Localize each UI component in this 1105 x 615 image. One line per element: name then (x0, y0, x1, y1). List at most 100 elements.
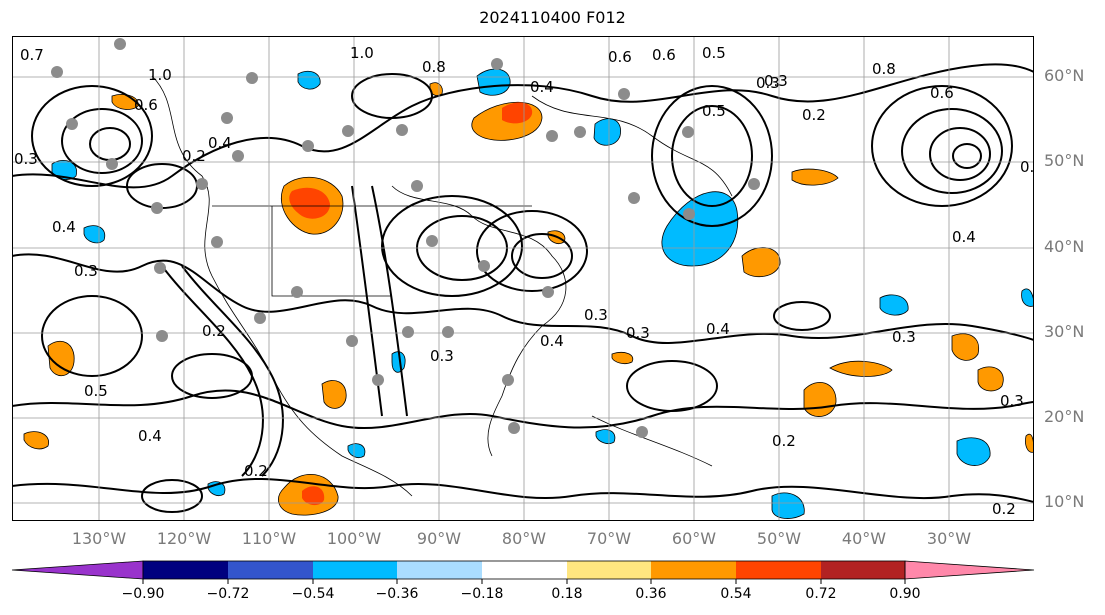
lat-label: 60°N (1044, 66, 1085, 85)
colorbar-segment (313, 561, 397, 579)
orange-patch (829, 360, 893, 377)
blue-patch (83, 225, 106, 244)
orange-patch (741, 247, 781, 278)
station-dot (491, 58, 503, 70)
lon-label: 70°W (586, 529, 632, 548)
contour-ring (651, 85, 773, 227)
station-dot (636, 426, 648, 438)
station-dot (402, 326, 414, 338)
contour-label: 0.2 (182, 147, 206, 165)
coastlines (151, 75, 733, 497)
lon-label: 90°W (416, 529, 462, 548)
lon-label: 30°W (926, 529, 972, 548)
station-dot (683, 208, 695, 220)
border-line (271, 206, 392, 297)
colorbar-segment (821, 561, 905, 579)
lon-label: 100°W (326, 529, 382, 548)
orange-patch (951, 333, 980, 361)
station-dot (302, 140, 314, 152)
station-dot (211, 236, 223, 248)
colorbar-segment (904, 560, 1035, 580)
contour-line (12, 63, 1034, 189)
orange-patch (47, 340, 75, 376)
lat-label: 20°N (1044, 407, 1085, 426)
station-dot (66, 118, 78, 130)
lat-label: 50°N (1044, 151, 1085, 170)
station-dot (502, 374, 514, 386)
map-title: 2024110400 F012 (479, 8, 626, 27)
colorbar-label: −0.54 (291, 586, 335, 602)
station-dot (546, 130, 558, 142)
station-dot (618, 88, 630, 100)
colorbar-label: 0.54 (720, 586, 752, 602)
station-dot (748, 178, 760, 190)
colorbar-label: 0.36 (635, 586, 667, 602)
colorbar-segment (736, 561, 821, 579)
contour-labels: 0.7 1.0 0.6 0.4 0.3 0.4 0.3 0.5 0.4 0.2 … (14, 44, 1034, 518)
station-dot (114, 38, 126, 50)
blue-patch (879, 294, 909, 316)
contour-label: 0.3 (756, 74, 780, 92)
contour-label: 0.3 (14, 150, 38, 168)
station-dot (254, 312, 266, 324)
lon-label: 40°W (841, 529, 887, 548)
map-panel: 0.7 1.0 0.6 0.4 0.3 0.4 0.3 0.5 0.4 0.2 … (12, 36, 1034, 521)
contour-ring (511, 233, 573, 279)
colorbar (11, 560, 1035, 584)
red-patch (302, 486, 325, 506)
contour-ring (671, 105, 753, 207)
colorbar-segment (651, 561, 736, 579)
station-dot (628, 192, 640, 204)
orange-patch (1025, 433, 1034, 453)
colorbar-segment (11, 560, 144, 580)
contour-ring (41, 295, 143, 377)
colorbar-segment (228, 561, 313, 579)
observation-dots (51, 38, 760, 438)
coast-line (531, 95, 733, 197)
station-dot (574, 126, 586, 138)
contour-label: 1.0 (148, 66, 172, 84)
shaded-patches (23, 68, 1034, 519)
contour-line (161, 265, 264, 477)
orange-patch (803, 381, 837, 417)
station-dot (196, 178, 208, 190)
contour-label: 0.7 (20, 46, 44, 64)
blue-patch (956, 437, 991, 466)
orange-patch (977, 366, 1004, 392)
contour-label: 0.3 (626, 324, 650, 342)
contour-label: 0.3 (892, 328, 916, 346)
contour-ring (351, 73, 433, 119)
contour-ring (381, 195, 523, 297)
colorbar-segment (482, 561, 567, 579)
colorbar-label: −0.90 (121, 586, 165, 602)
contour-label: 0.4 (530, 78, 554, 96)
station-dot (411, 180, 423, 192)
station-dot (426, 235, 438, 247)
station-dot (346, 335, 358, 347)
blue-patch (595, 429, 616, 444)
contour-label: 0.3 (1020, 158, 1034, 176)
station-dot (106, 158, 118, 170)
station-dot (156, 330, 168, 342)
contour-label: 1.0 (350, 44, 374, 62)
lon-label: 50°W (756, 529, 802, 548)
station-dot (508, 422, 520, 434)
colorbar-label: −0.36 (375, 586, 419, 602)
contour-label: 0.6 (652, 46, 676, 64)
contour-ring (31, 85, 153, 187)
contour-label: 0.3 (1000, 392, 1024, 410)
station-dot (221, 112, 233, 124)
contour-ring (871, 85, 1013, 207)
contour-line (12, 253, 1034, 344)
coast-line (151, 75, 413, 497)
coast-line (391, 185, 567, 457)
colorbar-segment (567, 561, 651, 579)
blue-patch (1021, 288, 1034, 307)
orange-patch (611, 352, 634, 365)
station-dot (372, 374, 384, 386)
station-dot (342, 125, 354, 137)
orange-patch (321, 380, 347, 409)
station-dot (442, 326, 454, 338)
contour-ring (141, 479, 203, 513)
colorbar-label: 0.18 (551, 586, 583, 602)
